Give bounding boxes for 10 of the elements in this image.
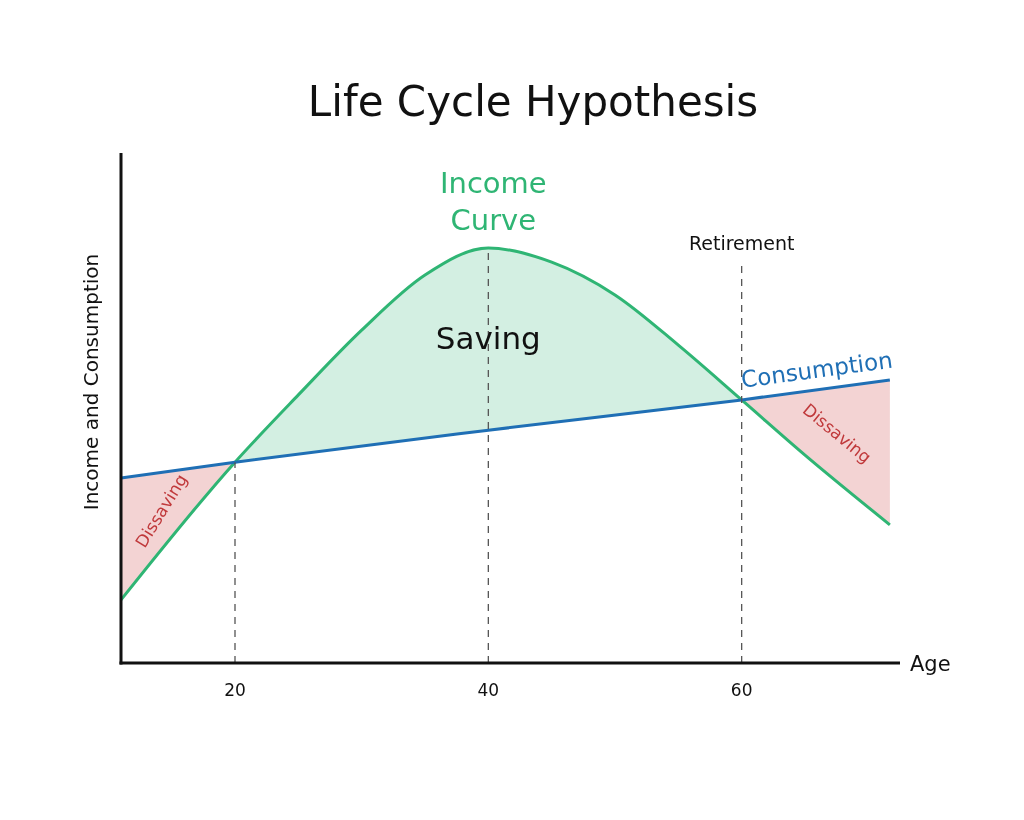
text: Consumption [739,346,895,393]
x-axis-title: Age [910,652,951,676]
series-label: Income Curve [439,166,547,237]
ref-line-label: Retirement [688,232,795,254]
chart-title: Life Cycle Hypothesis [307,77,759,126]
x-tick-label: 60 [730,680,753,700]
x-tick-label: 20 [224,680,246,700]
x-tick-label: 40 [477,680,500,700]
annotation: Saving [435,320,541,357]
y-axis-title: Income and Consumption [79,253,103,511]
